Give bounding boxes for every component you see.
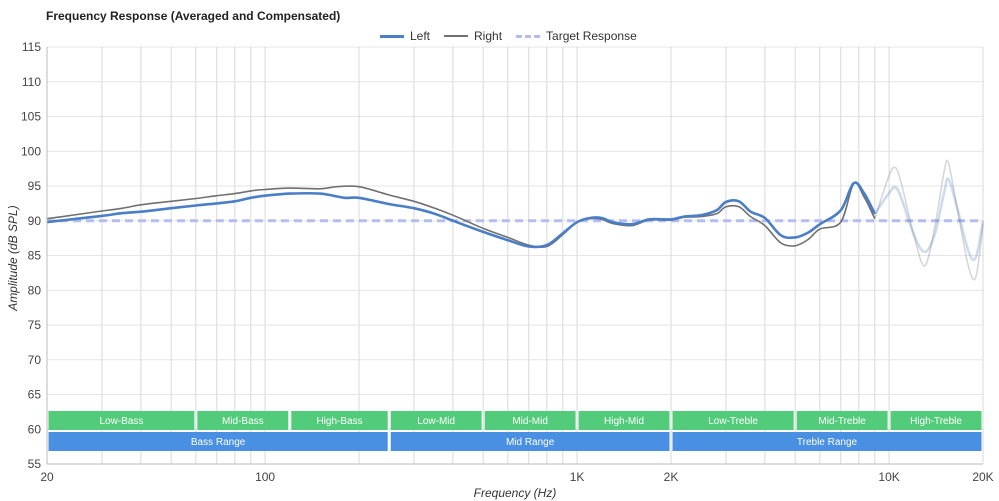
legend-swatch-right [444,35,469,37]
band-label: High-Bass [316,416,362,427]
right-line [46,182,876,249]
band-bar [672,411,794,430]
range-label: Bass Range [191,437,246,448]
y-tick-label: 85 [28,249,42,263]
legend-swatch-target [516,34,541,38]
band-bar [484,411,576,430]
y-tick-label: 80 [28,283,42,297]
legend-label-right: Right [474,29,503,43]
chart-title: Frequency Response (Averaged and Compens… [46,9,341,23]
band-label: Low-Mid [417,416,455,427]
x-tick-label: 2K [664,470,679,484]
band-bars: Low-Bass Mid-Bass High-Bass Low-Mid Mid-Mid H… [48,411,982,451]
band-label: Mid-Mid [512,416,548,427]
x-tick-label: 100 [255,470,275,484]
series-lines [46,159,985,281]
x-axis-title: Frequency (Hz) [474,486,557,500]
y-tick-label: 110 [22,75,41,89]
legend-item-left[interactable]: Left [380,29,430,43]
y-tick-label: 95 [28,179,42,193]
y-tick-label: 105 [21,110,41,124]
band-bar [48,411,195,430]
y-axis-title: Amplitude (dB SPL) [6,205,20,311]
axes: 55 60 65 70 75 80 85 90 95 100 105 110 115 20 100 1K 2K 1… [21,40,994,484]
legend: Left Right Target Response [380,28,651,44]
y-tick-label: 55 [28,457,42,471]
y-tick-label: 65 [28,388,42,402]
band-bar [390,411,482,430]
band-label: High-Mid [604,416,644,427]
range-bar [672,432,982,451]
legend-label-target: Target Response [546,29,637,43]
range-bar [48,432,388,451]
legend-item-target[interactable]: Target Response [516,29,637,43]
range-label: Treble Range [797,437,858,448]
range-bar [390,432,670,451]
y-tick-label: 60 [28,422,42,436]
right-line-faded [874,159,984,281]
y-tick-label: 115 [22,40,41,54]
legend-item-right[interactable]: Right [444,29,502,43]
x-tick-label: 10K [878,470,899,484]
y-tick-label: 100 [21,144,41,158]
left-line [46,181,876,249]
x-tick-label: 20 [40,470,54,484]
legend-label-left: Left [410,29,431,43]
legend-swatch-left [380,34,404,38]
band-label: Low-Bass [99,416,143,427]
y-tick-label: 70 [28,353,42,367]
y-tick-label: 75 [28,318,42,332]
band-label: Low-Treble [708,416,758,427]
y-tick-label: 90 [28,214,42,228]
range-label: Mid Range [506,437,555,448]
x-tick-label: 1K [570,470,585,484]
band-label: High-Treble [910,416,962,427]
band-bar [890,411,982,430]
band-bar [197,411,289,430]
grid [46,46,984,465]
band-bar [796,411,888,430]
band-bar [291,411,388,430]
band-label: Mid-Treble [818,416,866,427]
x-tick-label: 20K [972,470,993,484]
band-bar [578,411,670,430]
left-line-faded [873,177,985,262]
band-label: Mid-Bass [222,416,264,427]
